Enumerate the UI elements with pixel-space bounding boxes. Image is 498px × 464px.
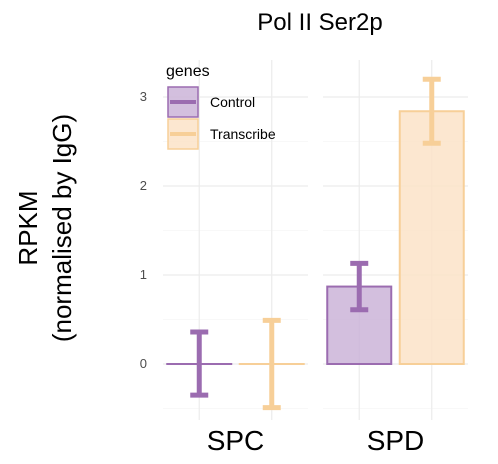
error-bar-transcribe-spc (262, 317, 281, 411)
chart-title: Pol II Ser2p (257, 9, 382, 36)
y-tick-label: 2 (140, 178, 147, 193)
error-bar-control-spc (190, 329, 209, 398)
legend-label: Control (210, 94, 255, 110)
bar-transcribe-spd (398, 110, 465, 365)
legend-label: Transcribe (210, 126, 276, 142)
legend-item-transcribe: Transcribe (167, 118, 276, 150)
y-ticks: 0 1 2 3 (140, 89, 147, 371)
y-tick-label: 1 (140, 267, 147, 282)
x-ticks: SPC SPD (207, 425, 425, 456)
x-tick-label-spc: SPC (207, 425, 265, 456)
bars (166, 110, 465, 366)
y-axis-label-line1: RPKM (13, 190, 43, 265)
y-axis-label-line2: (normalised by IgG) (47, 114, 77, 342)
y-axis-label: RPKM (normalised by IgG) (13, 114, 77, 342)
y-tick-label: 3 (140, 89, 147, 104)
error-bar-control-spd (350, 260, 369, 313)
error-bars (190, 76, 441, 411)
x-tick-label-spd: SPD (367, 425, 425, 456)
error-bar-transcribe-spd (422, 76, 441, 146)
legend-title: genes (166, 63, 210, 80)
legend-item-control: Control (167, 86, 255, 118)
y-tick-label: 0 (140, 356, 147, 371)
